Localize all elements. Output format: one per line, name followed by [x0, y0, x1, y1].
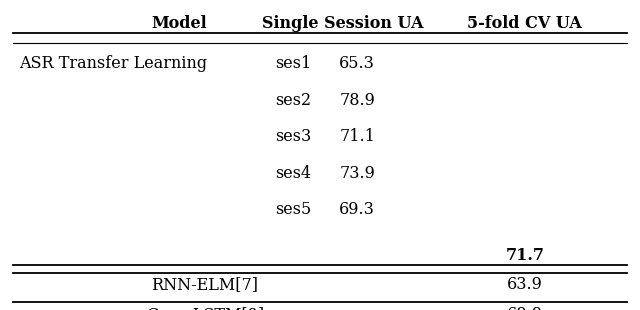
Text: 68.8: 68.8 — [507, 307, 543, 310]
Text: 69.3: 69.3 — [339, 202, 375, 218]
Text: ses2: ses2 — [275, 92, 311, 108]
Text: 5-fold CV UA: 5-fold CV UA — [467, 15, 582, 32]
Text: ses5: ses5 — [275, 202, 312, 218]
Text: ses1: ses1 — [275, 55, 312, 72]
Text: ASR Transfer Learning: ASR Transfer Learning — [19, 55, 207, 72]
Text: ses3: ses3 — [275, 128, 312, 145]
Text: 78.9: 78.9 — [339, 92, 375, 108]
Text: Single Session UA: Single Session UA — [262, 15, 423, 32]
Text: 65.3: 65.3 — [339, 55, 375, 72]
Text: 71.7: 71.7 — [506, 247, 544, 264]
Text: 63.9: 63.9 — [507, 276, 543, 293]
Text: Conv-LSTM[9]: Conv-LSTM[9] — [146, 307, 264, 310]
Text: ses4: ses4 — [275, 165, 311, 182]
Text: RNN-ELM[7]: RNN-ELM[7] — [151, 276, 259, 293]
Text: 73.9: 73.9 — [339, 165, 375, 182]
Text: Model: Model — [152, 15, 207, 32]
Text: 71.1: 71.1 — [339, 128, 375, 145]
